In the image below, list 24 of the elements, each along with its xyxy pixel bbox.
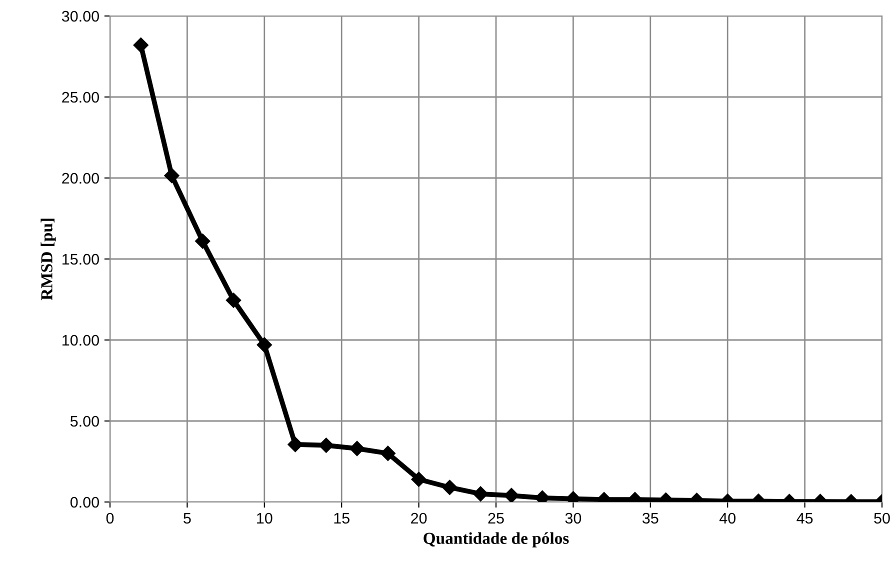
y-tick-label: 0.00 [70, 496, 99, 508]
x-tick-label: 15 [334, 512, 350, 524]
x-tick-label: 20 [411, 512, 427, 524]
y-tick-label: 10.00 [62, 334, 99, 346]
point [256, 337, 272, 352]
x-tick-label: 35 [642, 512, 658, 524]
point [226, 292, 242, 308]
x-tick-label: 45 [796, 512, 813, 524]
y-axis-title: RMSD [pu] [40, 218, 56, 300]
point [164, 168, 180, 184]
point [195, 234, 210, 249]
y-tick-label: 25.00 [62, 92, 99, 103]
x-tick-label: 50 [874, 512, 890, 524]
x-tick-label: 10 [257, 512, 272, 524]
y-tick-label: 5.00 [70, 416, 99, 427]
x-tick-label: 5 [184, 512, 191, 524]
x-tick-label: 30 [565, 512, 582, 524]
y-tick-label: 20.00 [62, 172, 99, 184]
x-tick-label: 0 [106, 512, 114, 524]
y-tick-label: 15.00 [62, 254, 99, 265]
x-tick-label: 40 [719, 512, 736, 524]
y-tick-label: 30.00 [62, 10, 99, 22]
x-axis-title: Quantidade de pólos [424, 532, 569, 548]
x-tick-label: 25 [488, 512, 504, 524]
